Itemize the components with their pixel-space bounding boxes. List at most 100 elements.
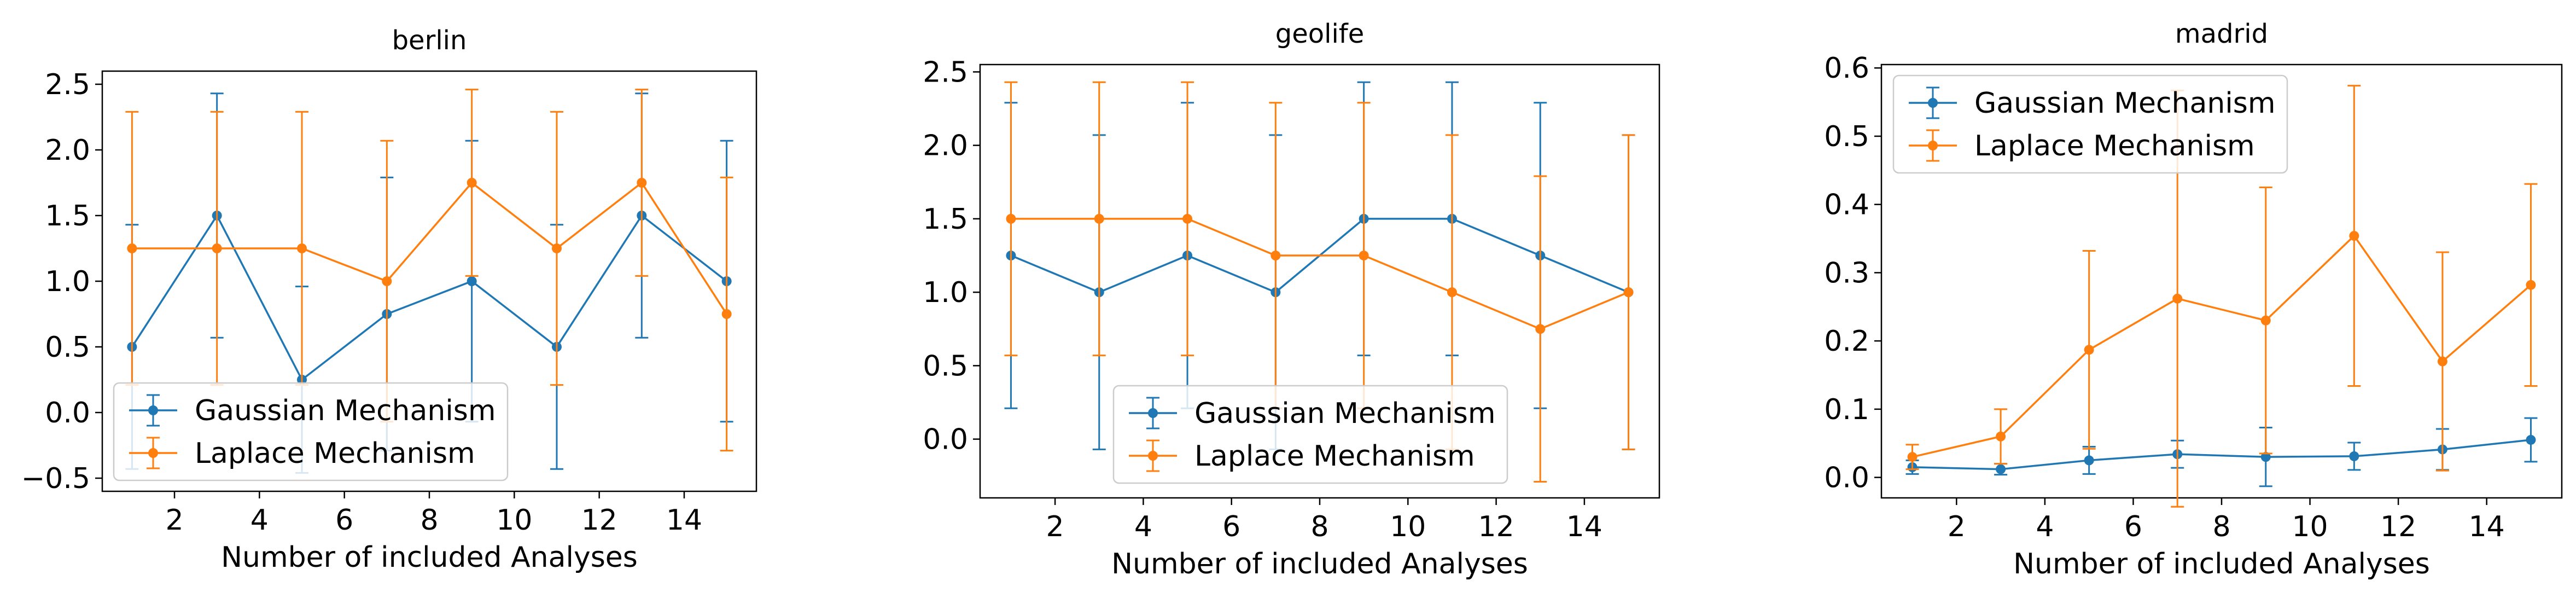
x-tick-label: 2 <box>1046 510 1064 543</box>
x-tick-label: 4 <box>2036 510 2054 543</box>
y-tick-label: 2.0 <box>45 134 90 167</box>
data-point <box>551 243 562 253</box>
y-tick-label: 0.3 <box>1824 257 1869 289</box>
x-tick-label: 10 <box>496 504 532 537</box>
data-point <box>637 178 647 188</box>
x-tick-label: 14 <box>666 504 702 537</box>
legend-marker <box>1148 408 1158 418</box>
chart-title: berlin <box>392 25 467 56</box>
series-gaussian-mechanism <box>1905 417 2538 487</box>
y-tick-label: 0.2 <box>1824 325 1869 358</box>
x-tick-label: 14 <box>2469 510 2505 543</box>
data-point <box>2526 280 2536 290</box>
x-tick-label: 6 <box>335 504 353 537</box>
legend-box <box>1892 74 2288 174</box>
panel-berlin: berlin Number of included Analyses 2 4 6 8 10 1… <box>21 25 757 574</box>
y-tick-label: 0.5 <box>1824 120 1869 153</box>
y-tick-label: −0.5 <box>21 462 90 495</box>
legend: Gaussian Mechanism Laplace Mechanism <box>113 382 509 481</box>
series-line <box>131 213 727 381</box>
data-point <box>1094 213 1104 224</box>
data-point <box>1359 251 1369 261</box>
legend-label: Laplace Mechanism <box>1194 440 1475 473</box>
legend-marker <box>148 448 158 458</box>
x-tick-label: 10 <box>2292 510 2328 543</box>
series-line <box>1912 234 2532 458</box>
data-point <box>382 276 392 286</box>
data-point <box>1535 324 1546 334</box>
x-axis-label: Number of included Analyses <box>221 541 638 574</box>
y-tick-label: 1.5 <box>923 203 968 236</box>
x-tick-label: 2 <box>1948 510 1966 543</box>
x-tick-label: 8 <box>1310 510 1328 543</box>
data-point <box>1623 287 1634 298</box>
legend: Gaussian Mechanism Laplace Mechanism <box>1112 385 1508 484</box>
x-tick-label: 8 <box>420 504 438 537</box>
x-tick-label: 4 <box>250 504 269 537</box>
y-tick-label: 0.6 <box>1824 52 1869 85</box>
data-point <box>212 243 222 253</box>
y-tick-label: 2.5 <box>923 56 968 89</box>
x-tick-label: 8 <box>2212 510 2230 543</box>
y-tick-label: 2.5 <box>45 68 90 101</box>
legend-label: Gaussian Mechanism <box>195 394 496 427</box>
x-tick-label: 6 <box>2124 510 2142 543</box>
data-point <box>1182 213 1193 224</box>
data-point <box>1907 452 1918 462</box>
y-tick-label: 0.0 <box>923 423 968 456</box>
y-tick-label: 1.0 <box>45 265 90 298</box>
data-point <box>2349 231 2359 241</box>
data-point <box>2172 293 2183 304</box>
data-point <box>1996 464 2006 474</box>
x-tick-label: 10 <box>1390 510 1426 543</box>
y-tick-label: 2.0 <box>923 130 968 162</box>
data-point <box>297 243 307 253</box>
data-point <box>721 309 732 319</box>
y-tick-label: 0.0 <box>1824 462 1869 495</box>
legend-label: Laplace Mechanism <box>1974 130 2255 162</box>
data-point <box>2437 356 2447 367</box>
x-tick-label: 12 <box>1478 510 1514 543</box>
legend-marker <box>1148 451 1158 461</box>
data-point <box>2084 455 2094 466</box>
x-axis-label: Number of included Analyses <box>2013 548 2430 580</box>
legend-marker <box>1928 98 1938 108</box>
y-tick-label: 0.1 <box>1824 393 1869 426</box>
y-tick-label: 0.5 <box>45 331 90 364</box>
y-tick-label: 1.0 <box>923 276 968 309</box>
y-tick-label: 0.4 <box>1824 189 1869 222</box>
y-tick-label: 0.5 <box>923 350 968 382</box>
panel-geolife: geolife Number of included Analyses 2 4 6 8 10… <box>923 19 1660 580</box>
y-tick-label: 0.0 <box>45 397 90 429</box>
x-tick-label: 12 <box>2380 510 2416 543</box>
x-axis-label: Number of included Analyses <box>1111 548 1528 580</box>
data-point <box>127 243 137 253</box>
x-tick-label: 2 <box>165 504 183 537</box>
data-point <box>1447 287 1457 298</box>
data-point <box>2084 345 2094 355</box>
series-line <box>1011 218 1629 330</box>
x-tick-label: 14 <box>1566 510 1602 543</box>
legend: Gaussian Mechanism Laplace Mechanism <box>1892 74 2288 174</box>
data-point <box>2260 452 2271 462</box>
data-point <box>1996 431 2006 442</box>
y-tick-label: 1.5 <box>45 200 90 233</box>
chart-title: madrid <box>2175 19 2268 49</box>
data-point <box>467 178 477 188</box>
data-point <box>2260 315 2271 326</box>
legend-label: Laplace Mechanism <box>195 437 475 470</box>
legend-box <box>1112 385 1508 484</box>
data-point <box>1270 251 1281 261</box>
series-laplace-mechanism <box>125 89 733 452</box>
data-point <box>2349 451 2359 461</box>
chart-title: geolife <box>1275 19 1364 49</box>
x-tick-label: 12 <box>581 504 617 537</box>
data-point <box>1006 213 1016 224</box>
legend-box <box>113 382 509 481</box>
data-point <box>467 276 477 286</box>
series-line <box>1912 439 2531 471</box>
legend-marker <box>148 405 158 415</box>
data-point <box>2526 434 2536 445</box>
series-line <box>132 181 728 315</box>
